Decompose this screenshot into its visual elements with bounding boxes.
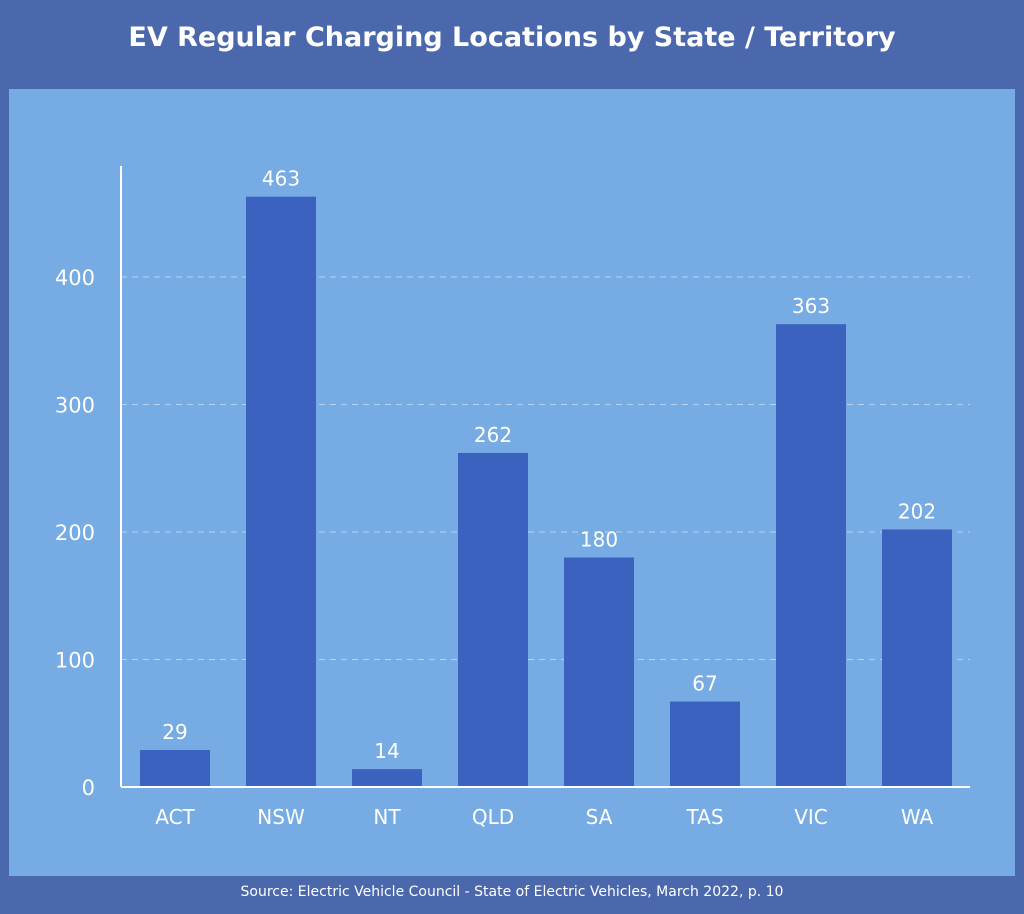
data-label: 180	[580, 528, 618, 552]
chart-title: EV Regular Charging Locations by State /…	[128, 22, 896, 53]
bar-wa	[882, 529, 952, 787]
data-label: 202	[898, 499, 936, 523]
data-label: 14	[374, 739, 399, 763]
x-tick-label: TAS	[685, 805, 723, 829]
bar-nsw	[246, 196, 316, 788]
x-tick-label: SA	[586, 805, 613, 829]
data-label: 67	[692, 672, 717, 696]
bar-vic	[776, 324, 846, 787]
y-tick-label: 0	[82, 776, 95, 800]
bar-qld	[458, 452, 528, 787]
bar-tas	[670, 701, 740, 787]
data-label: 363	[792, 294, 830, 318]
y-tick-label: 200	[55, 521, 95, 545]
x-tick-label: NSW	[257, 805, 305, 829]
x-tick-label: ACT	[155, 805, 195, 829]
data-label: 463	[262, 167, 300, 191]
x-tick-label: NT	[373, 805, 401, 829]
bar-act	[140, 750, 210, 787]
y-tick-label: 400	[55, 266, 95, 290]
bar-nt	[352, 769, 422, 787]
x-tick-label: WA	[901, 805, 934, 829]
source-note: Source: Electric Vehicle Council - State…	[240, 884, 784, 900]
y-tick-label: 300	[55, 394, 95, 418]
data-label: 262	[474, 423, 512, 447]
x-tick-label: QLD	[472, 805, 514, 829]
y-tick-label: 100	[55, 649, 95, 673]
data-label: 29	[162, 720, 187, 744]
x-tick-label: VIC	[794, 805, 828, 829]
bar-sa	[564, 557, 634, 787]
